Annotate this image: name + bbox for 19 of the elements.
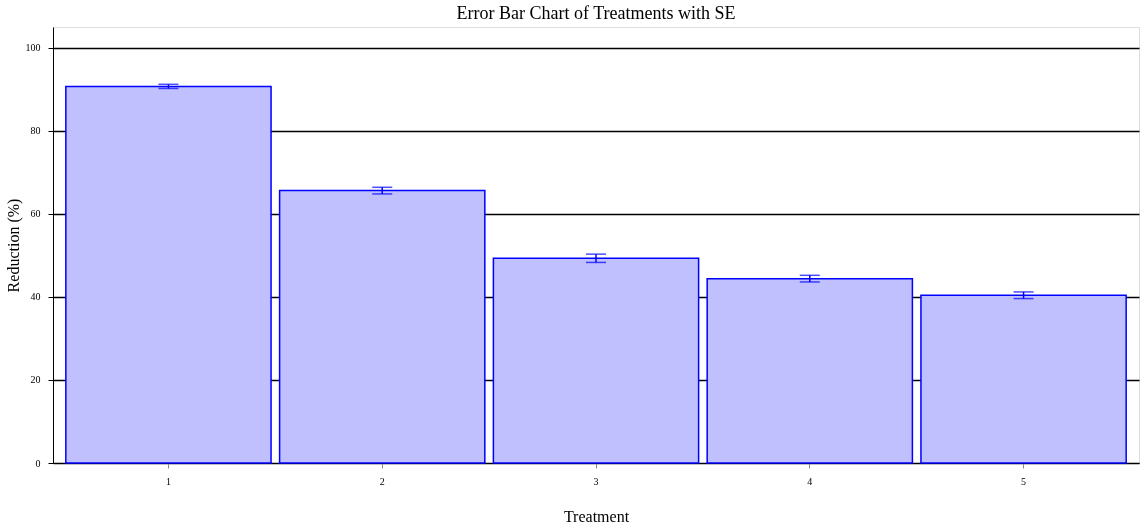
bar [920, 294, 1127, 464]
bar [492, 257, 700, 464]
chart-title: Error Bar Chart of Treatments with SE [456, 3, 736, 23]
x-tick-label: 2 [379, 475, 385, 487]
y-tick-label: 60 [30, 208, 41, 220]
y-tick-label: 100 [25, 42, 41, 54]
x-axis-title: Treatment [563, 507, 630, 525]
bar [278, 189, 486, 464]
bar [706, 277, 914, 464]
y-tick-label: 0 [35, 457, 41, 469]
x-tick-label: 5 [1021, 475, 1027, 487]
x-tick-label: 3 [593, 475, 599, 487]
y-tick-label: 20 [30, 374, 41, 386]
bar [65, 85, 272, 464]
x-tick-label: 1 [165, 475, 171, 487]
x-tick-label: 4 [807, 475, 813, 487]
y-axis-title: Reduction (%) [4, 198, 23, 293]
y-tick-label: 40 [30, 291, 41, 303]
y-tick-label: 80 [30, 125, 41, 137]
